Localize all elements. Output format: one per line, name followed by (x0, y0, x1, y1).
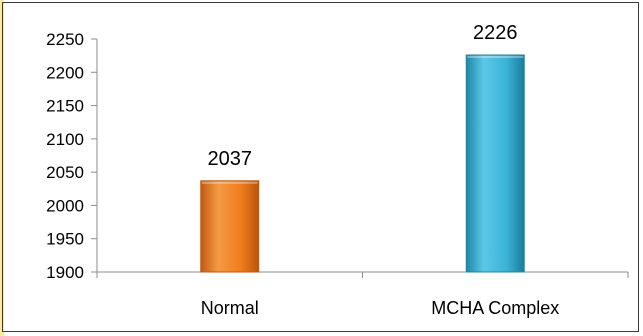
y-tick-label: 2050 (46, 163, 84, 182)
y-tick-label: 2200 (46, 63, 84, 82)
y-tick-label: 1950 (46, 230, 84, 249)
bars-group (200, 54, 525, 273)
y-tick-label: 2100 (46, 130, 84, 149)
x-axis: Normal MCHA Complex (96, 271, 629, 318)
x-tick-label: Normal (201, 298, 259, 318)
y-tick-label: 1900 (46, 263, 84, 282)
bar-highlight (467, 55, 524, 58)
y-axis: 1900 1950 2000 2050 2100 2150 2200 2250 (46, 30, 98, 282)
data-labels-group: 2037 2226 (208, 22, 518, 170)
chart-border (2, 2, 639, 332)
y-tick-label: 2150 (46, 97, 84, 116)
bar-mcha-complex (465, 54, 525, 273)
y-tick-label: 2000 (46, 196, 84, 215)
bar-normal (200, 180, 260, 273)
data-label: 2037 (208, 148, 253, 170)
data-label: 2226 (473, 22, 518, 44)
x-tick-label: MCHA Complex (431, 298, 559, 318)
y-tick-label: 2250 (46, 30, 84, 49)
bar-highlight (201, 181, 258, 184)
